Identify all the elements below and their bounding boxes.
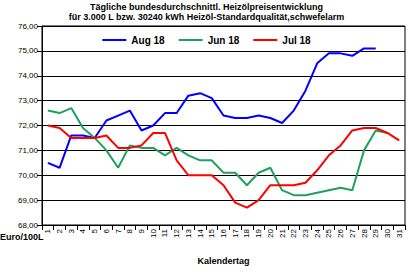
svg-text:73,00: 73,00 (18, 96, 39, 105)
svg-text:76,00: 76,00 (18, 22, 39, 31)
svg-text:17: 17 (231, 228, 240, 237)
svg-text:69,00: 69,00 (18, 196, 39, 205)
svg-text:20: 20 (266, 228, 275, 237)
svg-text:24: 24 (313, 228, 322, 237)
svg-text:2: 2 (55, 228, 64, 233)
svg-text:11: 11 (160, 228, 169, 237)
svg-text:25: 25 (324, 228, 333, 237)
svg-text:7: 7 (114, 228, 123, 233)
svg-text:30: 30 (383, 228, 392, 237)
svg-text:68,00: 68,00 (18, 221, 39, 230)
svg-text:19: 19 (254, 228, 263, 237)
svg-text:23: 23 (301, 228, 310, 237)
svg-text:22: 22 (289, 228, 298, 237)
svg-text:16: 16 (219, 228, 228, 237)
svg-text:27: 27 (348, 228, 357, 237)
svg-text:15: 15 (207, 228, 216, 237)
svg-text:31: 31 (395, 228, 404, 237)
svg-text:75,00: 75,00 (18, 46, 39, 55)
svg-text:72,00: 72,00 (18, 121, 39, 130)
svg-text:12: 12 (172, 228, 181, 237)
svg-text:28: 28 (360, 228, 369, 237)
svg-text:10: 10 (149, 228, 158, 237)
svg-text:21: 21 (278, 228, 287, 237)
svg-text:Euro/100L: Euro/100L (0, 232, 44, 242)
svg-text:Aug 18: Aug 18 (131, 35, 165, 46)
svg-text:6: 6 (102, 228, 111, 233)
svg-text:Kalendertag: Kalendertag (197, 256, 249, 266)
svg-text:74,00: 74,00 (18, 71, 39, 80)
svg-text:Jun 18: Jun 18 (208, 35, 240, 46)
svg-text:8: 8 (125, 228, 134, 233)
svg-text:13: 13 (184, 228, 193, 237)
svg-text:70,00: 70,00 (18, 171, 39, 180)
svg-text:26: 26 (336, 228, 345, 237)
svg-text:für 3.000 L bzw. 30240 kWh Hei: für 3.000 L bzw. 30240 kWh Heizöl-Standa… (69, 12, 345, 22)
svg-text:Jul 18: Jul 18 (282, 35, 311, 46)
svg-text:9: 9 (137, 228, 146, 233)
svg-text:29: 29 (371, 228, 380, 237)
svg-text:3: 3 (67, 228, 76, 233)
svg-text:1: 1 (43, 228, 52, 233)
svg-text:71,00: 71,00 (18, 146, 39, 155)
svg-text:5: 5 (90, 228, 99, 233)
svg-text:4: 4 (78, 228, 87, 233)
svg-text:14: 14 (196, 228, 205, 237)
svg-text:Tägliche bundesdurchschnittl.: Tägliche bundesdurchschnittl. Heizölprei… (90, 2, 323, 12)
svg-text:18: 18 (242, 228, 251, 237)
